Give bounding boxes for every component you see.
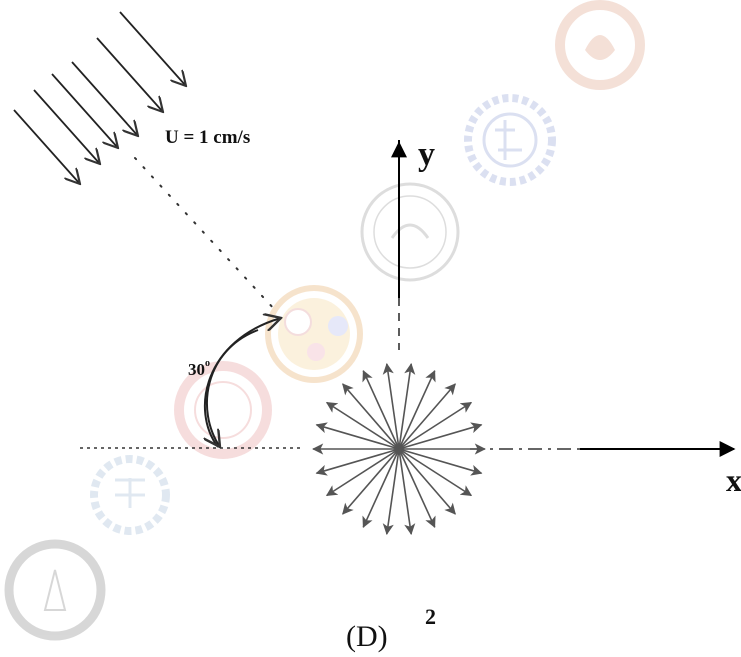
rosette-arrow: [315, 422, 400, 450]
angle-label: 30o: [188, 358, 210, 380]
flow-arrow: [33, 89, 100, 164]
rosette-arrow: [398, 448, 436, 529]
flow-arrow: [96, 37, 163, 112]
velocity-label: U = 1 cm/s: [165, 127, 251, 148]
figure-label: (D): [346, 620, 388, 653]
angle-unit: o: [205, 358, 210, 370]
watermark-layer: [4, 0, 645, 641]
flow-arrow: [71, 61, 138, 136]
rosette-arrow: [398, 448, 456, 515]
rosette-arrow: [362, 369, 400, 450]
rosette-arrow: [342, 383, 400, 450]
institute-seal-icon: [555, 0, 645, 90]
institute-seal-icon: [4, 539, 106, 641]
rosette-arrow: [398, 362, 416, 450]
rosette-arrow: [398, 448, 416, 536]
y-axis-label: y: [418, 136, 435, 173]
flow-arrow: [51, 73, 118, 148]
rosette-arrow: [398, 401, 473, 450]
rosette-arrow: [398, 369, 436, 450]
tricolor-circle-icon: [265, 285, 363, 383]
gear-emblem-icon: [464, 94, 556, 186]
rosette-arrow: [342, 448, 400, 515]
flow-arrow: [119, 11, 186, 86]
incident-flow-arrows: [13, 11, 186, 184]
rosette-arrow: [398, 422, 483, 450]
flow-arrow: [13, 109, 80, 184]
rosette-arrow: [398, 448, 473, 497]
rosette-arrow: [325, 448, 400, 497]
flow-direction-dotted-line: [134, 157, 276, 311]
gear-emblem-icon: [90, 455, 170, 535]
rosette-arrow: [382, 362, 400, 450]
angle-value: 30: [188, 360, 205, 379]
direction-rosette: [312, 362, 486, 536]
rosette-arrow: [315, 448, 400, 476]
rosette-arrow: [398, 383, 456, 450]
institute-seal-icon: [360, 182, 460, 282]
rosette-arrow: [398, 448, 483, 476]
rosette-arrow: [325, 401, 400, 450]
page-number: 2: [425, 604, 436, 629]
rosette-arrow: [382, 448, 400, 536]
rosette-arrow: [362, 448, 400, 529]
institute-seal-icon: [174, 361, 272, 459]
x-axis-label: x: [726, 462, 741, 498]
angle-arc-to-axis: [207, 329, 259, 447]
